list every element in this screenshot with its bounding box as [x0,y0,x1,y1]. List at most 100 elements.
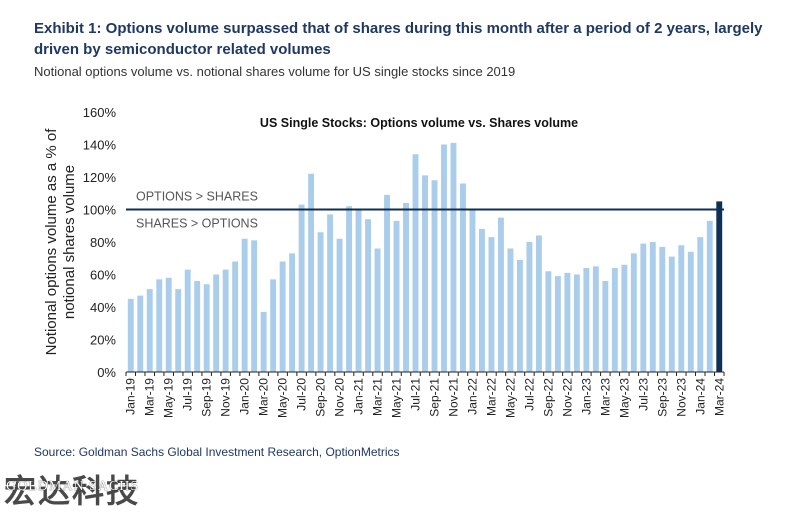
x-tick-label: Jan-22 [465,378,479,415]
bar [592,266,599,373]
bar [668,256,675,373]
x-tick-label: Nov-19 [219,378,233,417]
bar [146,289,153,373]
bar [573,274,580,372]
bar [431,180,438,372]
x-tick-label: May-23 [617,378,631,418]
bar [203,284,210,372]
bar [213,274,220,372]
bar [479,229,485,372]
bar [222,269,229,373]
bar [412,154,419,372]
bar [251,240,258,373]
bar [535,235,542,372]
bar [583,268,590,372]
bar [602,281,609,372]
y-tick-label: 100% [83,203,117,218]
x-tick-label: Jul-22 [522,378,536,411]
x-tick-label: Nov-23 [674,378,688,417]
bar [422,175,428,373]
bar [298,204,305,373]
x-tick-label: Mar-19 [143,378,157,416]
exhibit-subtitle: Notional options volume vs. notional sha… [34,64,516,79]
bar [687,251,694,372]
chart-heading: US Single Stocks: Options volume vs. Sha… [260,116,578,130]
bar [460,183,466,372]
bar [488,237,495,373]
options-vs-shares-bar-chart: 0% 20% 40% 60% 80% 100% 120% 140% 160% Jan-19 Mar… [43,105,727,418]
bar [374,248,381,372]
x-tick-label: Nov-20 [333,378,347,417]
watermark-brand: GOLDMAN SACHS [6,479,140,494]
x-tick-label: Sep-20 [314,378,328,417]
bar [516,259,523,373]
bar [137,295,144,373]
bar [165,277,172,372]
x-tick-label: Jul-20 [295,378,309,411]
bar [441,144,447,372]
bar [270,279,277,373]
bar-latest [716,201,723,373]
y-tick-label: 60% [90,268,116,283]
bar [127,298,134,373]
x-tick-label: Jul-23 [636,378,650,411]
x-tick-label: Mar-24 [712,378,726,416]
bar [630,253,637,373]
x-tick-label: Mar-22 [484,378,498,416]
bar [469,209,476,372]
x-tick-label: Jan-23 [579,378,593,415]
bar [365,219,371,372]
bar [678,245,685,372]
bar [232,261,239,372]
bar [346,206,353,372]
x-tick-label: Mar-20 [257,378,271,416]
y-tick-label: 140% [83,138,117,153]
x-tick-label: May-22 [503,378,517,418]
bar [649,242,656,372]
bar [554,276,561,373]
x-tick-label: Jan-21 [352,378,366,415]
bar [279,261,286,372]
y-tick-label: 40% [90,300,116,315]
x-tick-label: Nov-22 [560,378,574,417]
annotation-options-over-shares: OPTIONS > SHARES [136,190,258,204]
bar [697,237,704,373]
bar [184,269,191,373]
bar [260,311,267,373]
bar [336,238,343,372]
bar [507,248,514,372]
bar [327,214,334,373]
bar [175,289,182,373]
bar [450,142,457,373]
x-tick-label: Sep-21 [427,378,441,417]
y-tick-label: 0% [97,365,116,380]
bar [526,242,533,372]
x-tick-label: Mar-21 [371,378,385,416]
bar [355,209,362,372]
x-tick-label: Sep-22 [541,378,555,417]
watermark-chinese: 宏达科技 [4,472,141,510]
x-tick-label: Mar-23 [598,378,612,416]
x-tick-label: May-19 [162,378,176,418]
bar [545,271,552,372]
bar [156,279,163,373]
y-axis-title: Notional options volume as a % ofnotiona… [43,128,78,356]
x-axis-labels: Jan-19 Mar-19 May-19 Jul-19 Sep-19 Nov-19 Jan-… [124,378,727,418]
bar [611,268,618,372]
x-tick-label: Jul-19 [181,378,195,411]
x-tick-label: Jan-19 [124,378,138,415]
bar [241,238,248,372]
x-tick-label: May-20 [276,378,290,418]
y-tick-label: 80% [90,235,116,250]
source-note: Source: Goldman Sachs Global Investment … [34,445,400,459]
bar-series [127,142,723,373]
bar [194,281,201,372]
bar [403,203,409,372]
x-tick-label: Sep-19 [200,378,214,417]
y-tick-label: 20% [90,333,116,348]
bar [640,243,647,373]
y-tick-label: 160% [83,105,117,120]
bar [621,264,628,372]
y-axis-ticks: 0% 20% 40% 60% 80% 100% 120% 140% 160% [83,105,117,380]
y-tick-label: 120% [83,170,117,185]
